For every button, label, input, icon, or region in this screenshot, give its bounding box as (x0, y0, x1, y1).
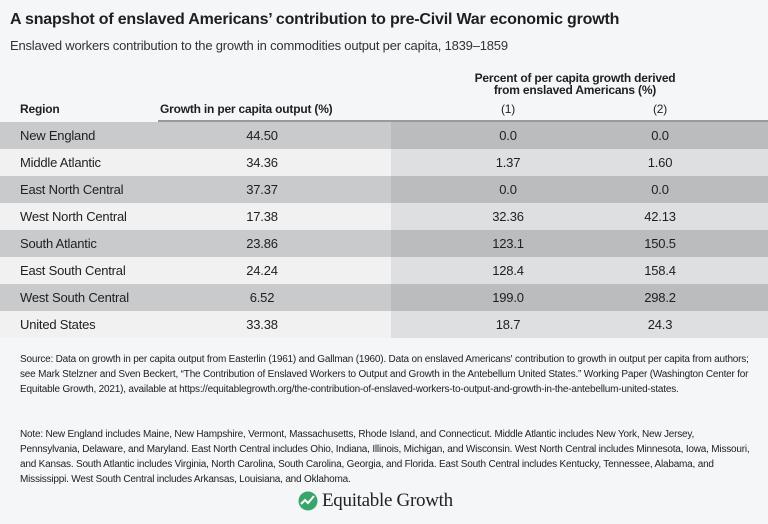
row-bg-left (0, 257, 391, 284)
growth-cell: 24.24 (246, 263, 278, 278)
region-cell: South Atlantic (20, 236, 97, 251)
col1-cell: 0.0 (499, 128, 517, 143)
col1-cell: 1.37 (495, 155, 521, 170)
col1-cell: 123.1 (492, 236, 524, 251)
growth-cell: 6.52 (249, 290, 275, 305)
col1-cell: 128.4 (492, 263, 524, 278)
col2-cell: 42.13 (644, 209, 676, 224)
col2-cell: 1.60 (647, 155, 673, 170)
header-col1: (1) (500, 102, 516, 116)
row-bg-left (0, 284, 391, 311)
table-row: New England 44.50 0.0 0.0 (0, 122, 768, 149)
col2-cell: 0.0 (651, 182, 669, 197)
table-row: United States 33.38 18.7 24.3 (0, 311, 768, 338)
row-bg-right (391, 203, 768, 230)
row-bg-right (391, 311, 768, 338)
growth-cell: 34.36 (246, 155, 278, 170)
table-body: New England 44.50 0.0 0.0 Middle Atlantic 34.… (0, 122, 768, 338)
region-cell: West South Central (20, 290, 129, 305)
growth-cell: 33.38 (246, 317, 278, 332)
row-bg-right (391, 149, 768, 176)
chart-subtitle: Enslaved workers contribution to the gro… (10, 38, 508, 53)
header-divider (158, 120, 768, 122)
header-group-line1: Percent of per capita growth derived (474, 71, 676, 85)
row-bg-left (0, 149, 391, 176)
table-row: West North Central 17.38 32.36 42.13 (0, 203, 768, 230)
region-cell: New England (20, 128, 96, 143)
table-row: West South Central 6.52 199.0 298.2 (0, 284, 768, 311)
row-bg-left (0, 122, 391, 149)
col2-cell: 158.4 (644, 263, 676, 278)
col1-cell: 18.7 (495, 317, 521, 332)
table-row: East South Central 24.24 128.4 158.4 (0, 257, 768, 284)
row-bg-right (391, 257, 768, 284)
region-cell: East North Central (20, 182, 124, 197)
row-bg-right (391, 122, 768, 149)
col2-cell: 150.5 (644, 236, 676, 251)
table-row: East North Central 37.37 0.0 0.0 (0, 176, 768, 203)
logo-text: Equitable Growth (322, 490, 453, 511)
col2-cell: 298.2 (644, 290, 676, 305)
header-group-line2: from enslaved Americans (%) (493, 83, 657, 97)
header-region: Region (20, 102, 60, 116)
col1-cell: 0.0 (499, 182, 517, 197)
growth-cell: 17.38 (246, 209, 278, 224)
region-cell: Middle Atlantic (20, 155, 101, 170)
growth-cell: 44.50 (246, 128, 278, 143)
row-bg-left (0, 176, 391, 203)
region-cell: United States (20, 317, 96, 332)
table-row: South Atlantic 23.86 123.1 150.5 (0, 230, 768, 257)
col1-cell: 199.0 (492, 290, 524, 305)
table-row: Middle Atlantic 34.36 1.37 1.60 (0, 149, 768, 176)
header-growth: Growth in per capita output (%) (160, 102, 333, 116)
region-cell: West North Central (20, 209, 127, 224)
header-col2: (2) (652, 102, 668, 116)
header-group: Percent of per capita growth derived fro… (475, 72, 676, 96)
source-note: Source: Data on growth in per capita out… (20, 354, 749, 395)
col1-cell: 32.36 (492, 209, 524, 224)
footnote: Note: New England includes Maine, New Ha… (20, 429, 750, 485)
row-bg-right (391, 284, 768, 311)
growth-cell: 37.37 (246, 182, 278, 197)
chart-title: A snapshot of enslaved Americans’ contri… (10, 11, 620, 28)
logo-icon (298, 491, 318, 511)
growth-cell: 23.86 (246, 236, 278, 251)
col2-cell: 24.3 (647, 317, 673, 332)
row-bg-left (0, 230, 391, 257)
region-cell: East South Central (20, 263, 126, 278)
row-bg-left (0, 311, 391, 338)
row-bg-right (391, 176, 768, 203)
row-bg-right (391, 230, 768, 257)
col2-cell: 0.0 (651, 128, 669, 143)
row-bg-left (0, 203, 391, 230)
logo: Equitable Growth (298, 490, 453, 512)
